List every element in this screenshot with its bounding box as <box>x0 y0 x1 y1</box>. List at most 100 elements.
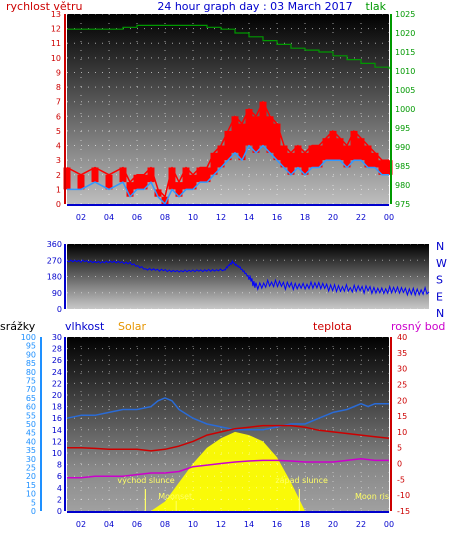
rain-tick-label: 35 <box>26 446 36 455</box>
wind-tick-label: 13 <box>51 10 61 19</box>
wind-gust-bar <box>119 167 127 183</box>
wind-gust-bar <box>322 138 330 161</box>
wind-gust-bar <box>357 138 365 161</box>
wind-tick-label: 7 <box>56 98 61 107</box>
rain-tick-label: 30 <box>26 455 36 464</box>
wind-average-line <box>67 144 389 205</box>
wind-gust-bar <box>140 174 148 190</box>
time-tick-label: 10 <box>188 520 198 529</box>
direction-tick-label: 360 <box>47 240 62 249</box>
wind-gust-bar <box>147 167 155 183</box>
wind-gust-bar <box>203 167 211 183</box>
temperature-tick-label: 20 <box>397 396 407 405</box>
rain-tick-label: 20 <box>26 472 36 481</box>
time-tick-label: 00 <box>384 520 394 529</box>
time-tick-label: 06 <box>132 520 142 529</box>
wind-gust-bar <box>63 167 71 190</box>
time-tick-label: 18 <box>300 520 310 529</box>
temperature-tick-label: -5 <box>397 475 405 484</box>
wind-gust-bar <box>245 109 253 146</box>
time-tick-label: 02 <box>76 213 86 222</box>
wind-gust-bar <box>182 167 190 190</box>
humidity-tick-label: 10 <box>52 449 62 458</box>
time-tick-label: 14 <box>244 520 254 529</box>
wind-tick-label: 2 <box>56 171 61 180</box>
wind-gust-bar <box>168 167 176 190</box>
time-tick-label: 08 <box>160 213 170 222</box>
temperature-tick-label: 40 <box>397 333 407 342</box>
wind-tick-label: 8 <box>56 83 61 92</box>
humidity-tick-label: 14 <box>52 426 62 435</box>
solar-area <box>151 431 305 511</box>
time-tick-label: 12 <box>216 520 226 529</box>
compass-label-s: S <box>436 274 443 287</box>
pressure-tick-label: 1010 <box>395 67 415 76</box>
wind-gust-bar <box>161 196 169 204</box>
wind-gust-line <box>66 100 389 198</box>
temperature-line <box>67 424 390 452</box>
rain-tick-label: 100 <box>21 333 36 342</box>
direction-tick-label: 270 <box>47 256 62 265</box>
wind-gust-bar <box>280 145 288 168</box>
humidity-tick-label: 12 <box>52 437 62 446</box>
sunset-label: západ slunce <box>275 476 328 485</box>
rain-tick-label: 50 <box>26 420 36 429</box>
wind-gust-bar <box>133 174 141 190</box>
wind-gust-bar <box>266 116 274 153</box>
pressure-tick-label: 985 <box>395 162 410 171</box>
wind-gust-bar <box>105 174 113 190</box>
direction-tick-label: 180 <box>47 273 62 282</box>
rain-tick-label: 55 <box>26 411 36 420</box>
humidity-tick-label: 26 <box>52 356 62 365</box>
humidity-tick-label: 28 <box>52 345 62 354</box>
temperature-tick-label: 15 <box>397 412 407 421</box>
wind-tick-label: 5 <box>56 127 61 136</box>
wind-gust-bar <box>315 145 323 168</box>
dewpoint-label: rosný bod <box>391 320 445 333</box>
wind-gust-bar <box>252 116 260 153</box>
rain-tick-label: 25 <box>26 464 36 473</box>
wind-gust-bar <box>217 145 225 168</box>
wind-gust-bar <box>336 138 344 161</box>
pressure-label: tlak <box>366 0 387 13</box>
rain-tick-label: 15 <box>26 481 36 490</box>
wind-gust-bar <box>371 152 379 168</box>
time-tick-label: 12 <box>216 213 226 222</box>
humidity-tick-label: 0 <box>57 507 62 516</box>
rain-tick-label: 0 <box>31 507 36 516</box>
humidity-tick-label: 4 <box>57 484 62 493</box>
time-tick-label: 00 <box>384 213 394 222</box>
humidity-tick-label: 2 <box>57 495 62 504</box>
pressure-tick-label: 980 <box>395 181 410 190</box>
temperature-tick-label: 25 <box>397 380 407 389</box>
wind-gust-bar <box>273 123 281 161</box>
wind-gust-bar <box>308 145 316 168</box>
dewpoint-line <box>67 458 389 479</box>
wind-gust-bar <box>343 145 351 168</box>
solar-label: Solar <box>118 320 147 333</box>
wind-tick-label: 4 <box>56 142 61 151</box>
wind-gust-bar <box>238 123 246 161</box>
pressure-tick-label: 1015 <box>395 48 415 57</box>
wind-gust-bar <box>77 174 85 190</box>
wind-gust-bar <box>126 182 134 197</box>
rain-tick-label: 60 <box>26 403 36 412</box>
rain-tick-label: 95 <box>26 342 36 351</box>
rain-tick-label: 10 <box>26 490 36 499</box>
temperature-tick-label: 35 <box>397 349 407 358</box>
time-tick-label: 02 <box>76 520 86 529</box>
rain-label: srážky <box>0 320 36 333</box>
wind-speed-label: rychlost větru <box>6 0 82 13</box>
wind-tick-label: 6 <box>56 112 61 121</box>
wind-gust-bar <box>196 167 204 183</box>
wind-tick-label: 0 <box>56 200 61 209</box>
wind-tick-label: 10 <box>51 54 61 63</box>
temperature-tick-label: 30 <box>397 365 407 374</box>
temperature-tick-label: 5 <box>397 444 402 453</box>
time-tick-label: 20 <box>328 520 338 529</box>
chart-title: 24 hour graph day : 03 March 2017 <box>157 0 352 13</box>
rain-tick-label: 85 <box>26 359 36 368</box>
compass-label-n: N <box>436 240 444 253</box>
humidity-tick-label: 24 <box>52 368 62 377</box>
